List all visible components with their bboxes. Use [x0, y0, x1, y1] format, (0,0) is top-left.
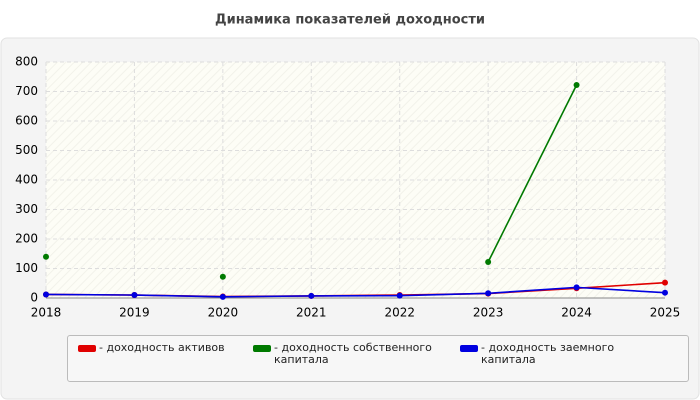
y-tick-label: 600 [15, 114, 38, 128]
data-point [43, 253, 49, 260]
x-tick-label: 2018 [31, 306, 62, 320]
x-tick-label: 2021 [296, 306, 327, 320]
data-point [662, 289, 668, 296]
legend-item: - доходность собственного капитала [253, 342, 443, 366]
chart-title: Динамика показателей доходности [215, 13, 485, 28]
data-point [662, 279, 668, 286]
series-line [45, 286, 666, 298]
legend-label: - доходность активов [99, 341, 225, 354]
y-tick-label: 0 [30, 291, 38, 305]
legend-item: - доходность заемного капитала [460, 342, 660, 366]
x-tick-label: 2019 [119, 306, 150, 320]
x-tick-label: 2023 [473, 306, 504, 320]
x-tick-label: 2025 [650, 306, 681, 320]
y-tick-label: 300 [15, 202, 38, 216]
data-point [396, 292, 403, 299]
legend-label: - доходность заемного капитала [481, 341, 615, 366]
legend-item: - доходность активов [78, 342, 238, 354]
legend-label: - доходность собственного капитала [274, 341, 432, 366]
data-point [485, 290, 492, 297]
y-tick-label: 700 [15, 84, 38, 98]
data-point [219, 273, 226, 280]
data-point [131, 292, 138, 299]
legend-swatch [78, 345, 96, 352]
x-tick-label: 2020 [208, 306, 239, 320]
series-line [487, 84, 578, 263]
data-point [485, 259, 492, 266]
data-point [43, 291, 49, 298]
data-point [573, 82, 580, 89]
y-tick-label: 100 [15, 261, 38, 275]
legend-swatch [460, 345, 478, 352]
legend: - доходность активов - доходность собстве… [67, 335, 689, 382]
y-tick-label: 800 [15, 55, 38, 69]
data-point [308, 292, 315, 299]
data-point [573, 284, 580, 291]
y-tick-label: 200 [15, 232, 38, 246]
x-tick-label: 2022 [384, 306, 415, 320]
y-tick-label: 500 [15, 143, 38, 157]
data-point [219, 293, 226, 300]
x-tick-label: 2024 [561, 306, 592, 320]
y-tick-label: 400 [15, 173, 38, 187]
legend-swatch [253, 345, 271, 352]
